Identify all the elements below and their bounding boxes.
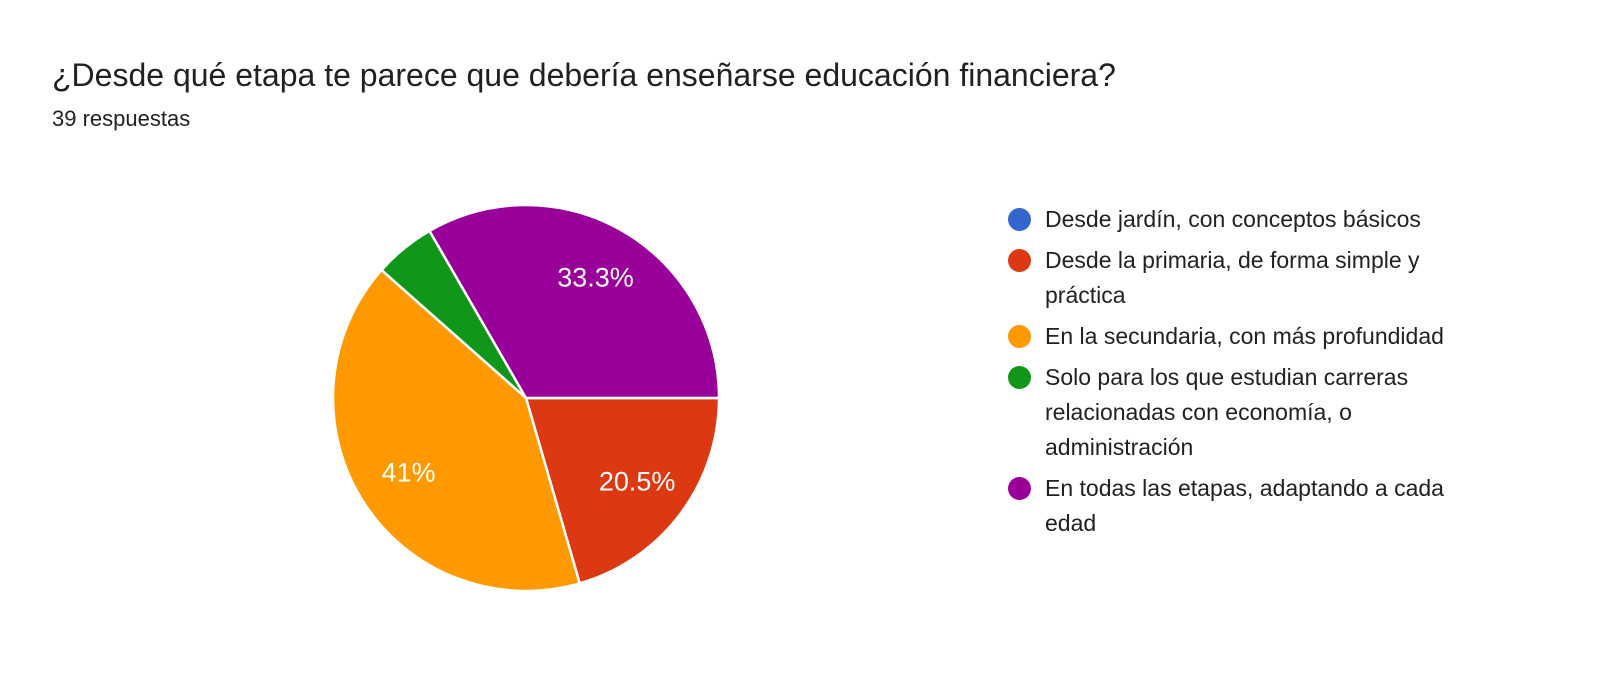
pie-slice-label: 33.3% bbox=[557, 263, 634, 293]
legend-color-swatch bbox=[1008, 477, 1031, 500]
legend-color-swatch bbox=[1008, 249, 1031, 272]
legend-label: En la secundaria, con más profundidad bbox=[1045, 323, 1444, 349]
legend-color-swatch bbox=[1008, 208, 1031, 231]
responses-count: 39 respuestas bbox=[52, 106, 191, 131]
legend-label: En todas las etapas, adaptando a cada ed… bbox=[1045, 475, 1444, 536]
legend-item: En todas las etapas, adaptando a cada ed… bbox=[1008, 471, 1487, 541]
legend-label: Solo para los que estudian carreras rela… bbox=[1045, 364, 1409, 460]
pie-slice-label: 41% bbox=[381, 457, 435, 487]
question-title: ¿Desde qué etapa te parece que debería e… bbox=[52, 57, 1116, 93]
legend-color-swatch bbox=[1008, 325, 1031, 348]
chart-legend: Desde jardín, con conceptos básicos Desde… bbox=[1008, 202, 1487, 541]
pie-slice[interactable] bbox=[331, 268, 581, 593]
legend-color-swatch bbox=[1008, 366, 1031, 389]
legend-label: Desde jardín, con conceptos básicos bbox=[1045, 206, 1421, 232]
legend-label: Desde la primaria, de forma simple y prá… bbox=[1045, 247, 1420, 308]
legend-item: En la secundaria, con más profundidad bbox=[1008, 319, 1487, 354]
pie-slice-label: 20.5% bbox=[599, 467, 676, 497]
pie-chart: 20.5% 41% 33.3% bbox=[331, 203, 721, 593]
pie-slice[interactable] bbox=[524, 396, 721, 585]
legend-item: Solo para los que estudian carreras rela… bbox=[1008, 360, 1487, 465]
legend-item: Desde la primaria, de forma simple y prá… bbox=[1008, 243, 1487, 313]
pie-slice[interactable] bbox=[428, 203, 721, 400]
legend-item: Desde jardín, con conceptos básicos bbox=[1008, 202, 1487, 237]
